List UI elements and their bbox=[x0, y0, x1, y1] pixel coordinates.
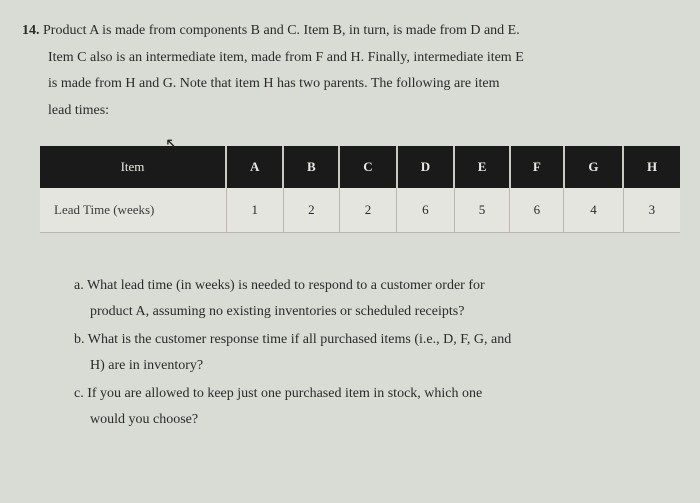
val-E: 5 bbox=[454, 188, 510, 233]
col-C: C bbox=[339, 146, 396, 188]
subq-c-label: c. bbox=[74, 386, 84, 401]
question-stem: 14. Product A is made from components B … bbox=[22, 18, 672, 124]
table-header-row: Item A B C D E F G H bbox=[40, 146, 680, 188]
table-data-row: Lead Time (weeks) 1 2 2 6 5 6 4 3 bbox=[40, 188, 680, 233]
col-D: D bbox=[397, 146, 454, 188]
subq-c: c. If you are allowed to keep just one p… bbox=[74, 381, 672, 433]
lead-time-table: Item A B C D E F G H Lead Time (weeks) 1… bbox=[40, 146, 680, 233]
row-label: Lead Time (weeks) bbox=[40, 188, 226, 233]
col-E: E bbox=[454, 146, 510, 188]
question-line4: lead times: bbox=[48, 98, 672, 125]
val-C: 2 bbox=[339, 188, 396, 233]
col-B: B bbox=[283, 146, 339, 188]
val-B: 2 bbox=[283, 188, 339, 233]
header-item-label: Item bbox=[40, 146, 226, 188]
question-number: 14. bbox=[22, 23, 40, 38]
val-G: 4 bbox=[564, 188, 623, 233]
subq-a: a. What lead time (in weeks) is needed t… bbox=[74, 273, 672, 325]
val-F: 6 bbox=[510, 188, 564, 233]
col-A: A bbox=[226, 146, 283, 188]
val-A: 1 bbox=[226, 188, 283, 233]
subq-a-label: a. bbox=[74, 278, 84, 293]
question-line2: Item C also is an intermediate item, mad… bbox=[48, 45, 672, 72]
col-H: H bbox=[623, 146, 680, 188]
subq-c-line1: If you are allowed to keep just one purc… bbox=[87, 386, 482, 401]
val-D: 6 bbox=[397, 188, 454, 233]
subq-a-line2: product A, assuming no existing inventor… bbox=[90, 299, 672, 325]
subq-c-line2: would you choose? bbox=[90, 407, 672, 433]
col-G: G bbox=[564, 146, 623, 188]
question-line1: Product A is made from components B and … bbox=[43, 23, 520, 38]
subq-b: b. What is the customer response time if… bbox=[74, 327, 672, 379]
col-F: F bbox=[510, 146, 564, 188]
subq-b-label: b. bbox=[74, 332, 85, 347]
subq-b-line2: H) are in inventory? bbox=[90, 353, 672, 379]
question-line3: is made from H and G. Note that item H h… bbox=[48, 71, 672, 98]
subq-a-line1: What lead time (in weeks) is needed to r… bbox=[87, 278, 485, 293]
val-H: 3 bbox=[623, 188, 680, 233]
subquestions: a. What lead time (in weeks) is needed t… bbox=[74, 273, 672, 432]
subq-b-line1: What is the customer response time if al… bbox=[88, 332, 511, 347]
